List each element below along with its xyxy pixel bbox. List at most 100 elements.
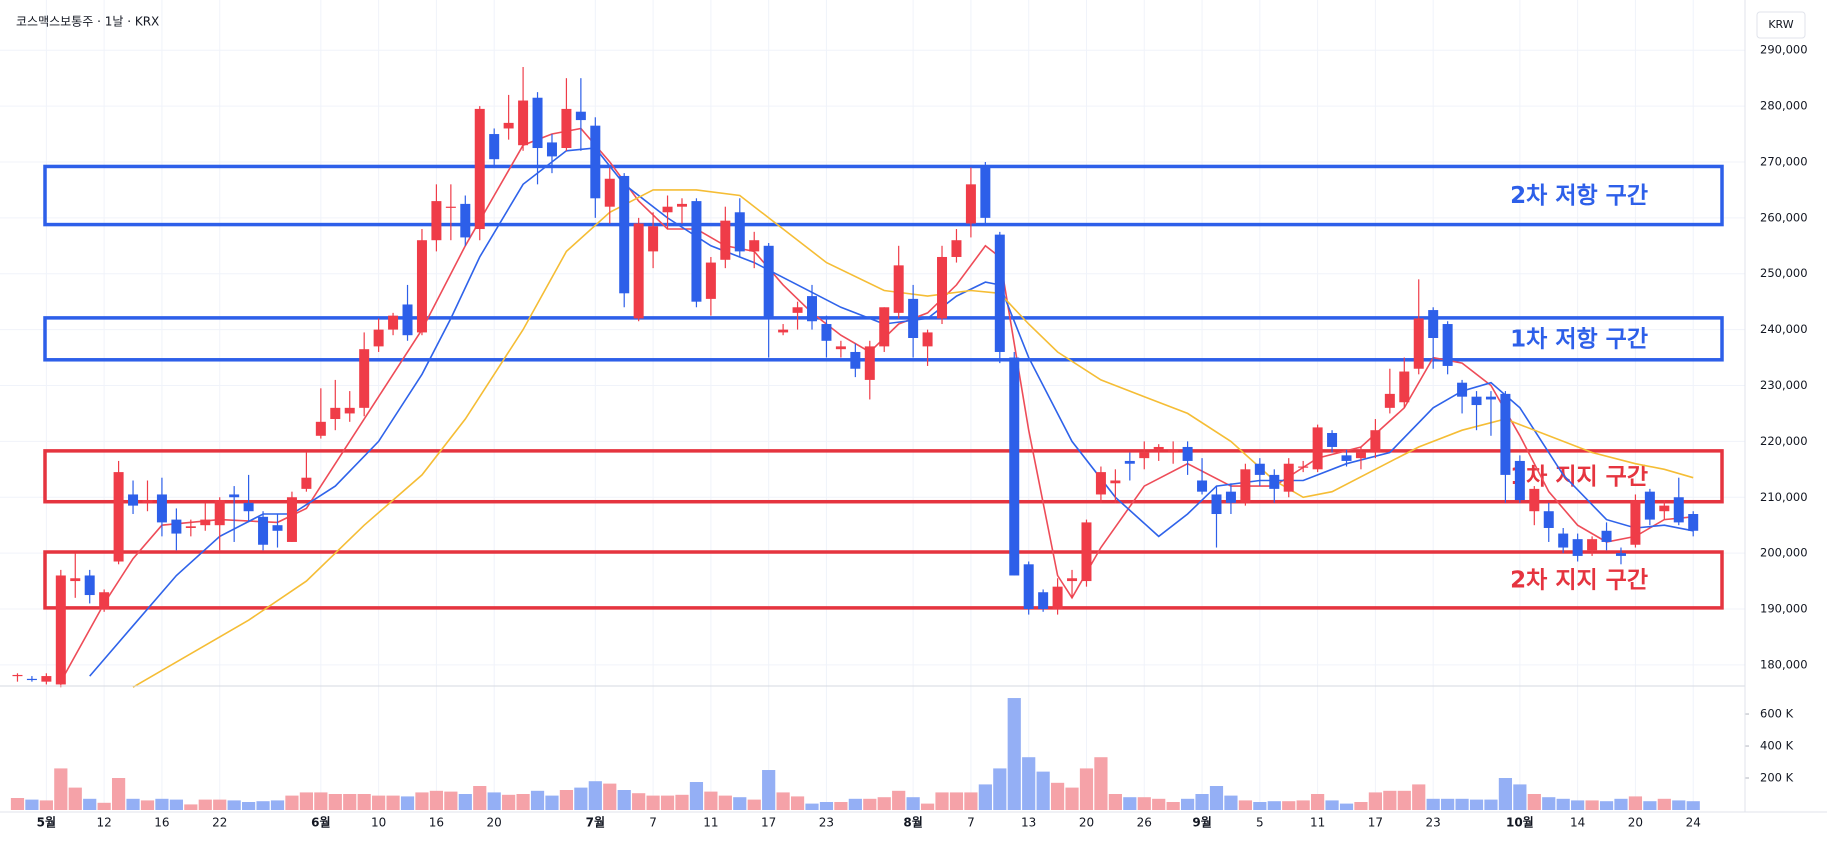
candle-body: [1428, 310, 1439, 339]
candle-body: [1485, 396, 1496, 400]
zone-label: 2차 지지 구간: [1510, 567, 1648, 593]
candle-body: [1254, 463, 1265, 475]
volume-bar: [776, 792, 790, 810]
volume-bar: [1166, 802, 1180, 810]
candle-body: [1182, 446, 1193, 461]
x-tick-label: 7: [649, 816, 657, 830]
y-tick-label: 220,000: [1760, 434, 1808, 448]
candle-body: [1081, 522, 1092, 582]
volume-bar: [848, 798, 862, 810]
candle-body: [258, 516, 269, 545]
volume-bar: [1657, 798, 1671, 810]
currency-button[interactable]: [1756, 11, 1806, 39]
volume-bar: [372, 795, 386, 810]
x-tick-label: 11: [703, 816, 718, 830]
y-tick-label: 280,000: [1760, 99, 1808, 113]
volume-bar: [502, 794, 516, 810]
candle-body: [402, 304, 413, 336]
volume-tick-label: 600 K: [1760, 707, 1794, 721]
volume-bar: [993, 768, 1007, 810]
candle-body: [55, 575, 66, 685]
x-tick-label: 8월: [903, 815, 922, 830]
volume-tick-label: 200 K: [1760, 771, 1794, 785]
candle-body: [778, 329, 789, 333]
volume-bar: [733, 797, 747, 810]
y-tick-label: 250,000: [1760, 266, 1808, 280]
candle-body: [99, 592, 110, 610]
candle-body: [662, 206, 673, 213]
volume-bar: [1686, 801, 1700, 810]
volume-bar: [1643, 801, 1657, 810]
volume-bar: [559, 790, 574, 810]
y-tick-label: 190,000: [1760, 602, 1808, 616]
candle-body: [590, 125, 601, 199]
volume-bar: [169, 799, 183, 810]
candle-body: [156, 494, 167, 523]
volume-bar: [920, 803, 935, 810]
volume-bar: [1296, 800, 1310, 810]
zones: 2차 저항 구간 1차 저항 구간 1차 지지 구간 2차 지지 구간: [43, 164, 1724, 610]
candle-body: [1067, 578, 1078, 582]
volume-bar: [1094, 757, 1108, 810]
candle-body: [12, 674, 23, 677]
volume-bar: [1137, 797, 1151, 810]
volume-bar: [762, 770, 776, 810]
candle-body: [705, 262, 716, 299]
volume-bar: [415, 792, 429, 810]
candle-body: [1283, 463, 1294, 492]
candle-body: [272, 525, 283, 531]
volume-bar: [530, 790, 545, 810]
candle-body: [286, 497, 297, 542]
volume-bar: [1282, 801, 1296, 810]
volume-bar: [689, 782, 704, 810]
candle-body: [532, 97, 543, 149]
candle-body: [84, 575, 95, 596]
volume-bar: [444, 791, 458, 810]
volume-bar: [964, 792, 978, 810]
candle-body: [1052, 586, 1063, 610]
candle-body: [619, 175, 630, 294]
volume-bar: [1339, 803, 1354, 810]
candle-body: [1110, 480, 1121, 484]
volume-bar: [1571, 800, 1585, 810]
volume-bar: [227, 800, 241, 810]
volume-bar: [660, 795, 675, 810]
currency-label[interactable]: KRW: [1768, 18, 1793, 31]
volume-bar: [1556, 798, 1570, 810]
volume-bar: [1585, 800, 1599, 810]
candle-body: [416, 240, 427, 333]
volume-bar: [949, 792, 964, 810]
volume-bar: [877, 797, 891, 810]
chart-title: 코스맥스보통주 · 1날 · KRX: [16, 15, 159, 29]
volume-bar: [1513, 784, 1527, 810]
volume-bar: [299, 792, 313, 810]
candle-body: [503, 122, 514, 129]
candle-body: [951, 240, 962, 257]
candle-body: [1688, 514, 1699, 531]
candle-body: [965, 184, 976, 224]
volume-bar: [574, 787, 588, 810]
candle-body: [1572, 539, 1583, 556]
x-tick-label: 22: [212, 816, 227, 830]
volume-tick-label: 400 K: [1760, 739, 1794, 753]
candle-body: [1341, 455, 1352, 461]
zone-label: 1차 저항 구간: [1510, 326, 1648, 352]
volume-bar: [718, 795, 732, 810]
volume-bar: [343, 794, 357, 810]
volume-bar: [819, 802, 834, 810]
x-tick-label: 14: [1570, 816, 1585, 830]
volume-bar: [1368, 792, 1382, 810]
volume-bar: [256, 801, 270, 810]
candle-body: [1442, 324, 1453, 366]
candle-body: [330, 407, 341, 420]
candle-body: [1168, 449, 1179, 453]
candle-body: [1327, 432, 1338, 447]
candle-body: [1009, 357, 1020, 576]
candle-body: [489, 134, 500, 160]
candle-body: [893, 265, 904, 313]
volume-bar: [242, 802, 256, 810]
x-tick-label: 7월: [586, 815, 605, 830]
candle-body: [749, 240, 760, 252]
y-tick-label: 270,000: [1760, 154, 1808, 168]
